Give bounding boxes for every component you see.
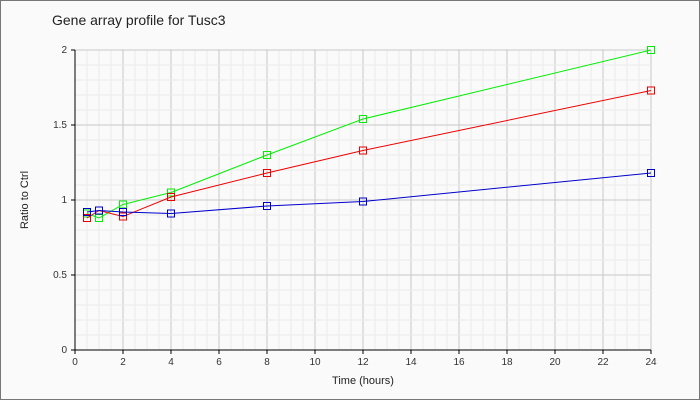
series-layer	[83, 46, 655, 222]
data-point-marker	[119, 212, 127, 221]
y-tick-label: 1.5	[53, 120, 67, 131]
data-point-marker	[263, 169, 271, 177]
y-tick-label: 0.5	[53, 270, 67, 281]
x-tick-label: 14	[405, 357, 417, 368]
data-point-marker	[359, 115, 367, 123]
x-tick-label: 6	[216, 357, 222, 368]
x-tick-label: 20	[549, 357, 561, 368]
data-point-marker	[647, 169, 655, 177]
y-tick-label: 1	[61, 195, 67, 206]
data-point-marker	[647, 46, 655, 54]
x-tick-label: 2	[120, 357, 126, 368]
y-axis-label: Ratio to Ctrl	[19, 171, 31, 229]
series-line	[86, 49, 652, 219]
x-tick-label: 12	[357, 357, 369, 368]
x-tick-label: 22	[597, 357, 609, 368]
x-tick-label: 18	[501, 357, 513, 368]
x-tick-label: 8	[264, 357, 270, 368]
data-point-marker	[359, 146, 367, 155]
y-tick-label: 2	[61, 45, 67, 56]
chart-title: Gene array profile for Tusc3	[52, 12, 226, 28]
data-point-marker	[263, 202, 271, 210]
data-point-marker	[95, 206, 103, 215]
series-line	[86, 172, 652, 215]
data-point-marker	[167, 193, 175, 201]
data-point-marker	[119, 208, 127, 216]
data-point-marker	[83, 208, 91, 216]
x-axis-label: Time (hours)	[332, 375, 394, 387]
data-point-marker	[647, 86, 655, 95]
data-point-marker	[359, 197, 367, 206]
data-point-marker	[167, 209, 175, 218]
x-tick-label: 24	[645, 357, 657, 368]
grid	[74, 49, 652, 351]
data-point-marker	[83, 214, 91, 222]
x-tick-label: 4	[168, 357, 174, 368]
data-point-marker	[263, 151, 271, 159]
y-tick-label: 0	[61, 345, 67, 356]
data-point-marker	[167, 188, 175, 197]
series-2	[83, 169, 655, 218]
x-tick-label: 10	[309, 357, 321, 368]
x-tick-label: 0	[72, 357, 78, 368]
x-tick-label: 16	[453, 357, 465, 368]
